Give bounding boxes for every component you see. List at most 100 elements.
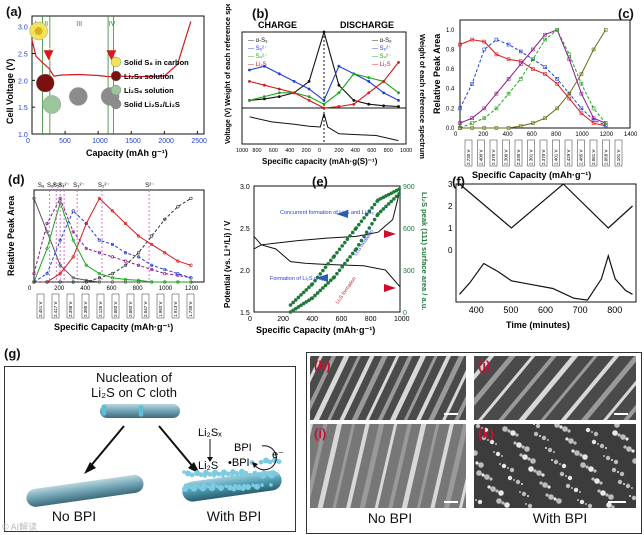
e-li2s-point	[340, 244, 344, 248]
b-point	[367, 91, 371, 95]
a-legend-swatch	[110, 98, 122, 110]
d-point	[176, 205, 180, 209]
c-point	[518, 49, 523, 54]
sem-deposit	[579, 453, 583, 457]
c-point	[579, 82, 584, 86]
sem-fiber	[474, 356, 516, 407]
sem-deposit	[475, 424, 481, 429]
c-point	[470, 126, 474, 130]
b-xlabel: Specific capacity (mAh·g(S)⁻¹)	[262, 157, 378, 166]
d-voltage-box	[156, 293, 165, 319]
g-li2s-deposit	[182, 485, 188, 492]
mech-bpi-radical: •BPI	[228, 457, 250, 469]
panel-e: 0 200 400 600 800 1000 1.5 2.0 2.5 3.0 0 300 600 900 S…	[220, 172, 434, 340]
d-voltage-box	[126, 293, 135, 319]
c-point	[494, 126, 499, 130]
d-voltage-box	[36, 293, 45, 319]
f-ytick-label: 1	[448, 224, 453, 233]
sem-k: (k)	[474, 424, 636, 508]
sem-deposit	[580, 462, 586, 468]
c-point	[458, 106, 462, 111]
c-voltage-box	[464, 139, 473, 167]
c-point	[603, 123, 608, 127]
b-point	[277, 87, 281, 91]
top-cylinder	[100, 404, 180, 418]
sem-fiber	[518, 356, 579, 420]
e-xtick-label: 800	[365, 316, 377, 323]
a-ytick-label: 2.0	[18, 78, 28, 85]
b-point	[248, 68, 251, 72]
sem-fiber	[498, 356, 557, 420]
panel-g-frame	[4, 366, 296, 532]
sem-fiber	[377, 356, 413, 420]
c-point	[518, 124, 523, 128]
c-voltage-text: 2.330 V	[516, 149, 521, 165]
e-li2s-point	[293, 306, 298, 311]
panel-b-label: (b)	[252, 6, 269, 21]
d-voltage-box	[111, 293, 120, 319]
f-xtick-label: 400	[469, 305, 484, 315]
g-li2s-deposit	[225, 471, 231, 477]
d-point	[32, 196, 36, 200]
c-point	[482, 106, 487, 111]
d-series-3	[33, 210, 192, 283]
e-li2s-point	[321, 286, 325, 290]
b-point	[262, 97, 266, 101]
e-li2s-point	[296, 295, 301, 300]
sem-deposit	[565, 483, 571, 489]
a-discharge-curve	[31, 21, 192, 78]
c-ylabel: Relative Peak Area	[432, 33, 442, 114]
g-li2s-deposit	[240, 486, 246, 492]
sem-deposit	[487, 439, 489, 441]
c-voltage-text: 2.370 V	[541, 149, 546, 165]
sem-deposit	[547, 439, 549, 441]
sem-j: (j)	[474, 356, 636, 420]
d-point	[163, 280, 167, 284]
g-li2s-deposit	[254, 483, 260, 490]
g-li2s-deposit	[191, 485, 197, 492]
d-voltage-box	[186, 293, 195, 319]
g-li2s-deposit	[252, 470, 258, 476]
d-xtick-label: 800	[133, 286, 144, 292]
d-voltage-text: 2.083 V	[113, 301, 118, 317]
sem-caption-with-bpi: With BPI	[532, 510, 588, 526]
c-point	[482, 39, 487, 44]
d-voltage-text: 2.380 V	[83, 301, 88, 317]
d-series-5	[34, 197, 192, 283]
c-point	[458, 121, 462, 125]
d-point	[150, 263, 154, 267]
d-point	[176, 273, 180, 277]
sem-caption-no-bpi: No BPI	[367, 510, 413, 526]
d-voltage-box	[171, 293, 180, 319]
sem-deposit	[591, 431, 593, 433]
e-arrow-blue-bottom	[316, 274, 328, 282]
d-point	[71, 230, 75, 234]
g-li2s-nucleus	[138, 413, 144, 417]
sem-i-image	[310, 424, 466, 508]
d-voltage-text: 2.417 V	[53, 301, 58, 317]
e-li2s-point	[357, 243, 361, 247]
e-li2s-point	[372, 217, 377, 222]
sem-deposit	[477, 499, 483, 505]
e-li2s-point	[318, 272, 323, 276]
sem-deposit	[582, 454, 588, 460]
g-title: Nucleation of Li₂S on C cloth	[64, 370, 204, 400]
sem-deposit	[605, 455, 611, 461]
b-xtick-label: 1000	[400, 148, 412, 154]
sem-deposit	[577, 499, 579, 501]
g-li2s-deposit	[266, 472, 270, 477]
e-li2s-point	[370, 222, 374, 226]
c-point	[506, 91, 511, 96]
sem-deposit	[541, 473, 545, 477]
b-point	[337, 64, 341, 68]
c-voltage-text: 2.485 V	[579, 149, 584, 165]
g-li2s-deposit	[194, 470, 200, 477]
g-li2s-deposit	[206, 484, 210, 489]
c-xtick-label: 1000	[575, 132, 589, 138]
panel-g-label: (g)	[4, 346, 21, 361]
c-point	[494, 37, 499, 42]
sem-fiber	[332, 424, 356, 508]
d-point	[189, 196, 193, 200]
sem-fiber	[442, 369, 466, 420]
e-li2s-point	[348, 255, 352, 259]
